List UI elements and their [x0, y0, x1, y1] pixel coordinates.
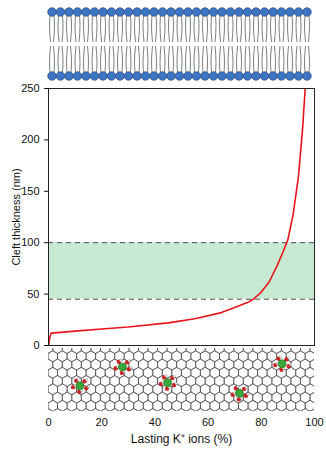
svg-text:100: 100 [305, 416, 323, 428]
svg-text:20: 20 [96, 416, 108, 428]
svg-text:150: 150 [21, 185, 39, 197]
svg-text:200: 200 [21, 133, 39, 145]
svg-text:40: 40 [149, 416, 161, 428]
svg-text:0: 0 [45, 416, 51, 428]
svg-text:50: 50 [27, 288, 39, 300]
svg-text:100: 100 [21, 236, 39, 248]
svg-text:Lasting K⁺ ions (%): Lasting K⁺ ions (%) [131, 432, 232, 446]
svg-text:Cleft thickness (nm): Cleft thickness (nm) [10, 168, 22, 265]
svg-text:250: 250 [21, 82, 39, 94]
svg-text:80: 80 [255, 416, 267, 428]
svg-text:0: 0 [33, 339, 39, 351]
svg-text:60: 60 [202, 416, 214, 428]
